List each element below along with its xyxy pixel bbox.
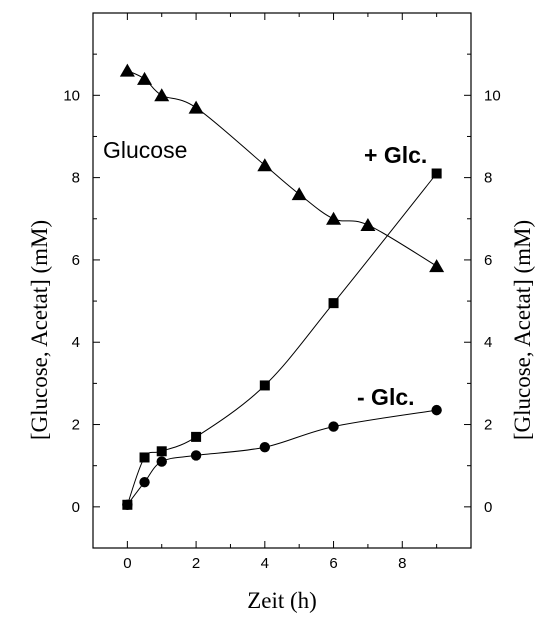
- y-tick-label-left-4: 4: [72, 334, 80, 351]
- minus-glc-annotation: - Glc.: [357, 384, 415, 410]
- square-point: [157, 446, 167, 456]
- plus-glc-curve: [127, 174, 436, 505]
- triangle-point: [120, 64, 135, 77]
- y-tick-label-right-10: 10: [484, 87, 501, 104]
- plus-glc-annotation: + Glc.: [364, 142, 427, 168]
- x-tick-label-0: 0: [123, 555, 131, 572]
- fit-curves: [127, 71, 436, 505]
- triangle-point: [326, 212, 341, 225]
- data-points: [120, 64, 444, 510]
- minus-glc-curve: [127, 410, 436, 505]
- x-axis-title: Zeit (h): [247, 588, 317, 613]
- y-tick-label-left-10: 10: [63, 87, 80, 104]
- y-axis-title-right: [Glucose, Acetat] (mM): [510, 220, 535, 440]
- y-tick-label-left-8: 8: [72, 170, 80, 187]
- x-tick-label-2: 2: [192, 555, 200, 572]
- square-point: [432, 169, 442, 179]
- triangle-point: [189, 101, 204, 114]
- x-axis: 0 2 4 6 8: [93, 13, 437, 572]
- glucose-annotation: Glucose: [103, 137, 187, 163]
- triangle-point: [429, 259, 444, 272]
- circle-point: [122, 500, 132, 510]
- triangle-point: [360, 218, 375, 231]
- y-tick-label-right-4: 4: [484, 334, 492, 351]
- y-tick-label-right-0: 0: [484, 499, 492, 516]
- glucose-curve: [127, 71, 436, 267]
- y-tick-label-right-2: 2: [484, 417, 492, 434]
- square-point: [329, 298, 339, 308]
- y-tick-label-left-6: 6: [72, 252, 80, 269]
- triangle-point: [292, 187, 307, 200]
- square-point: [140, 452, 150, 462]
- circle-point: [157, 456, 167, 466]
- y-axis-title-left: [Glucose, Acetat] (mM): [27, 220, 52, 440]
- triangle-point: [137, 72, 152, 85]
- y-tick-label-left-2: 2: [72, 417, 80, 434]
- circle-point: [328, 421, 338, 431]
- y-tick-label-right-8: 8: [484, 170, 492, 187]
- square-point: [260, 380, 270, 390]
- y-tick-label-left-0: 0: [72, 499, 80, 516]
- y-tick-label-right-6: 6: [484, 252, 492, 269]
- circle-point: [139, 477, 149, 487]
- circle-point: [260, 442, 270, 452]
- x-tick-label-6: 6: [329, 555, 337, 572]
- y-axis: 0 0 2 2 4 4 6 6 8 8 10 10: [63, 54, 500, 548]
- circle-point: [431, 405, 441, 415]
- circle-point: [191, 450, 201, 460]
- triangle-point: [154, 88, 169, 101]
- square-point: [191, 432, 201, 442]
- x-tick-label-8: 8: [398, 555, 406, 572]
- x-tick-label-4: 4: [261, 555, 269, 572]
- plot-frame: [93, 13, 471, 548]
